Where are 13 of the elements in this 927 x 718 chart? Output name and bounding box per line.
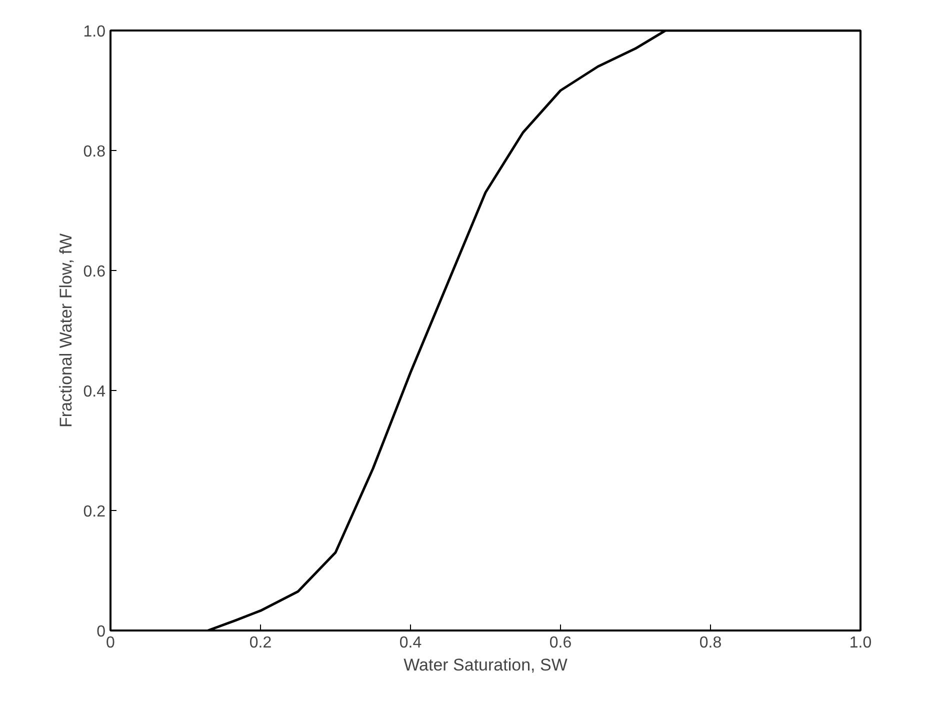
y-tick-label: 0.6 bbox=[83, 264, 106, 280]
y-tick-label: 0.4 bbox=[83, 384, 106, 400]
x-tick-label: 0.8 bbox=[699, 634, 722, 652]
y-tick-label: 1.0 bbox=[83, 24, 106, 40]
y-tick-label: 0 bbox=[96, 624, 106, 640]
x-tick-label: 0.2 bbox=[249, 634, 272, 652]
x-axis-title: Water Saturation, SW bbox=[404, 656, 568, 674]
y-axis-title: Fractional Water Flow, fW bbox=[56, 234, 76, 428]
y-tick-label: 0.2 bbox=[83, 504, 106, 520]
x-tick-label: 0.6 bbox=[549, 634, 572, 652]
y-tick-label: 0.8 bbox=[83, 144, 106, 160]
x-tick-label: 0.4 bbox=[399, 634, 422, 652]
x-tick-label: 1.0 bbox=[849, 634, 872, 652]
